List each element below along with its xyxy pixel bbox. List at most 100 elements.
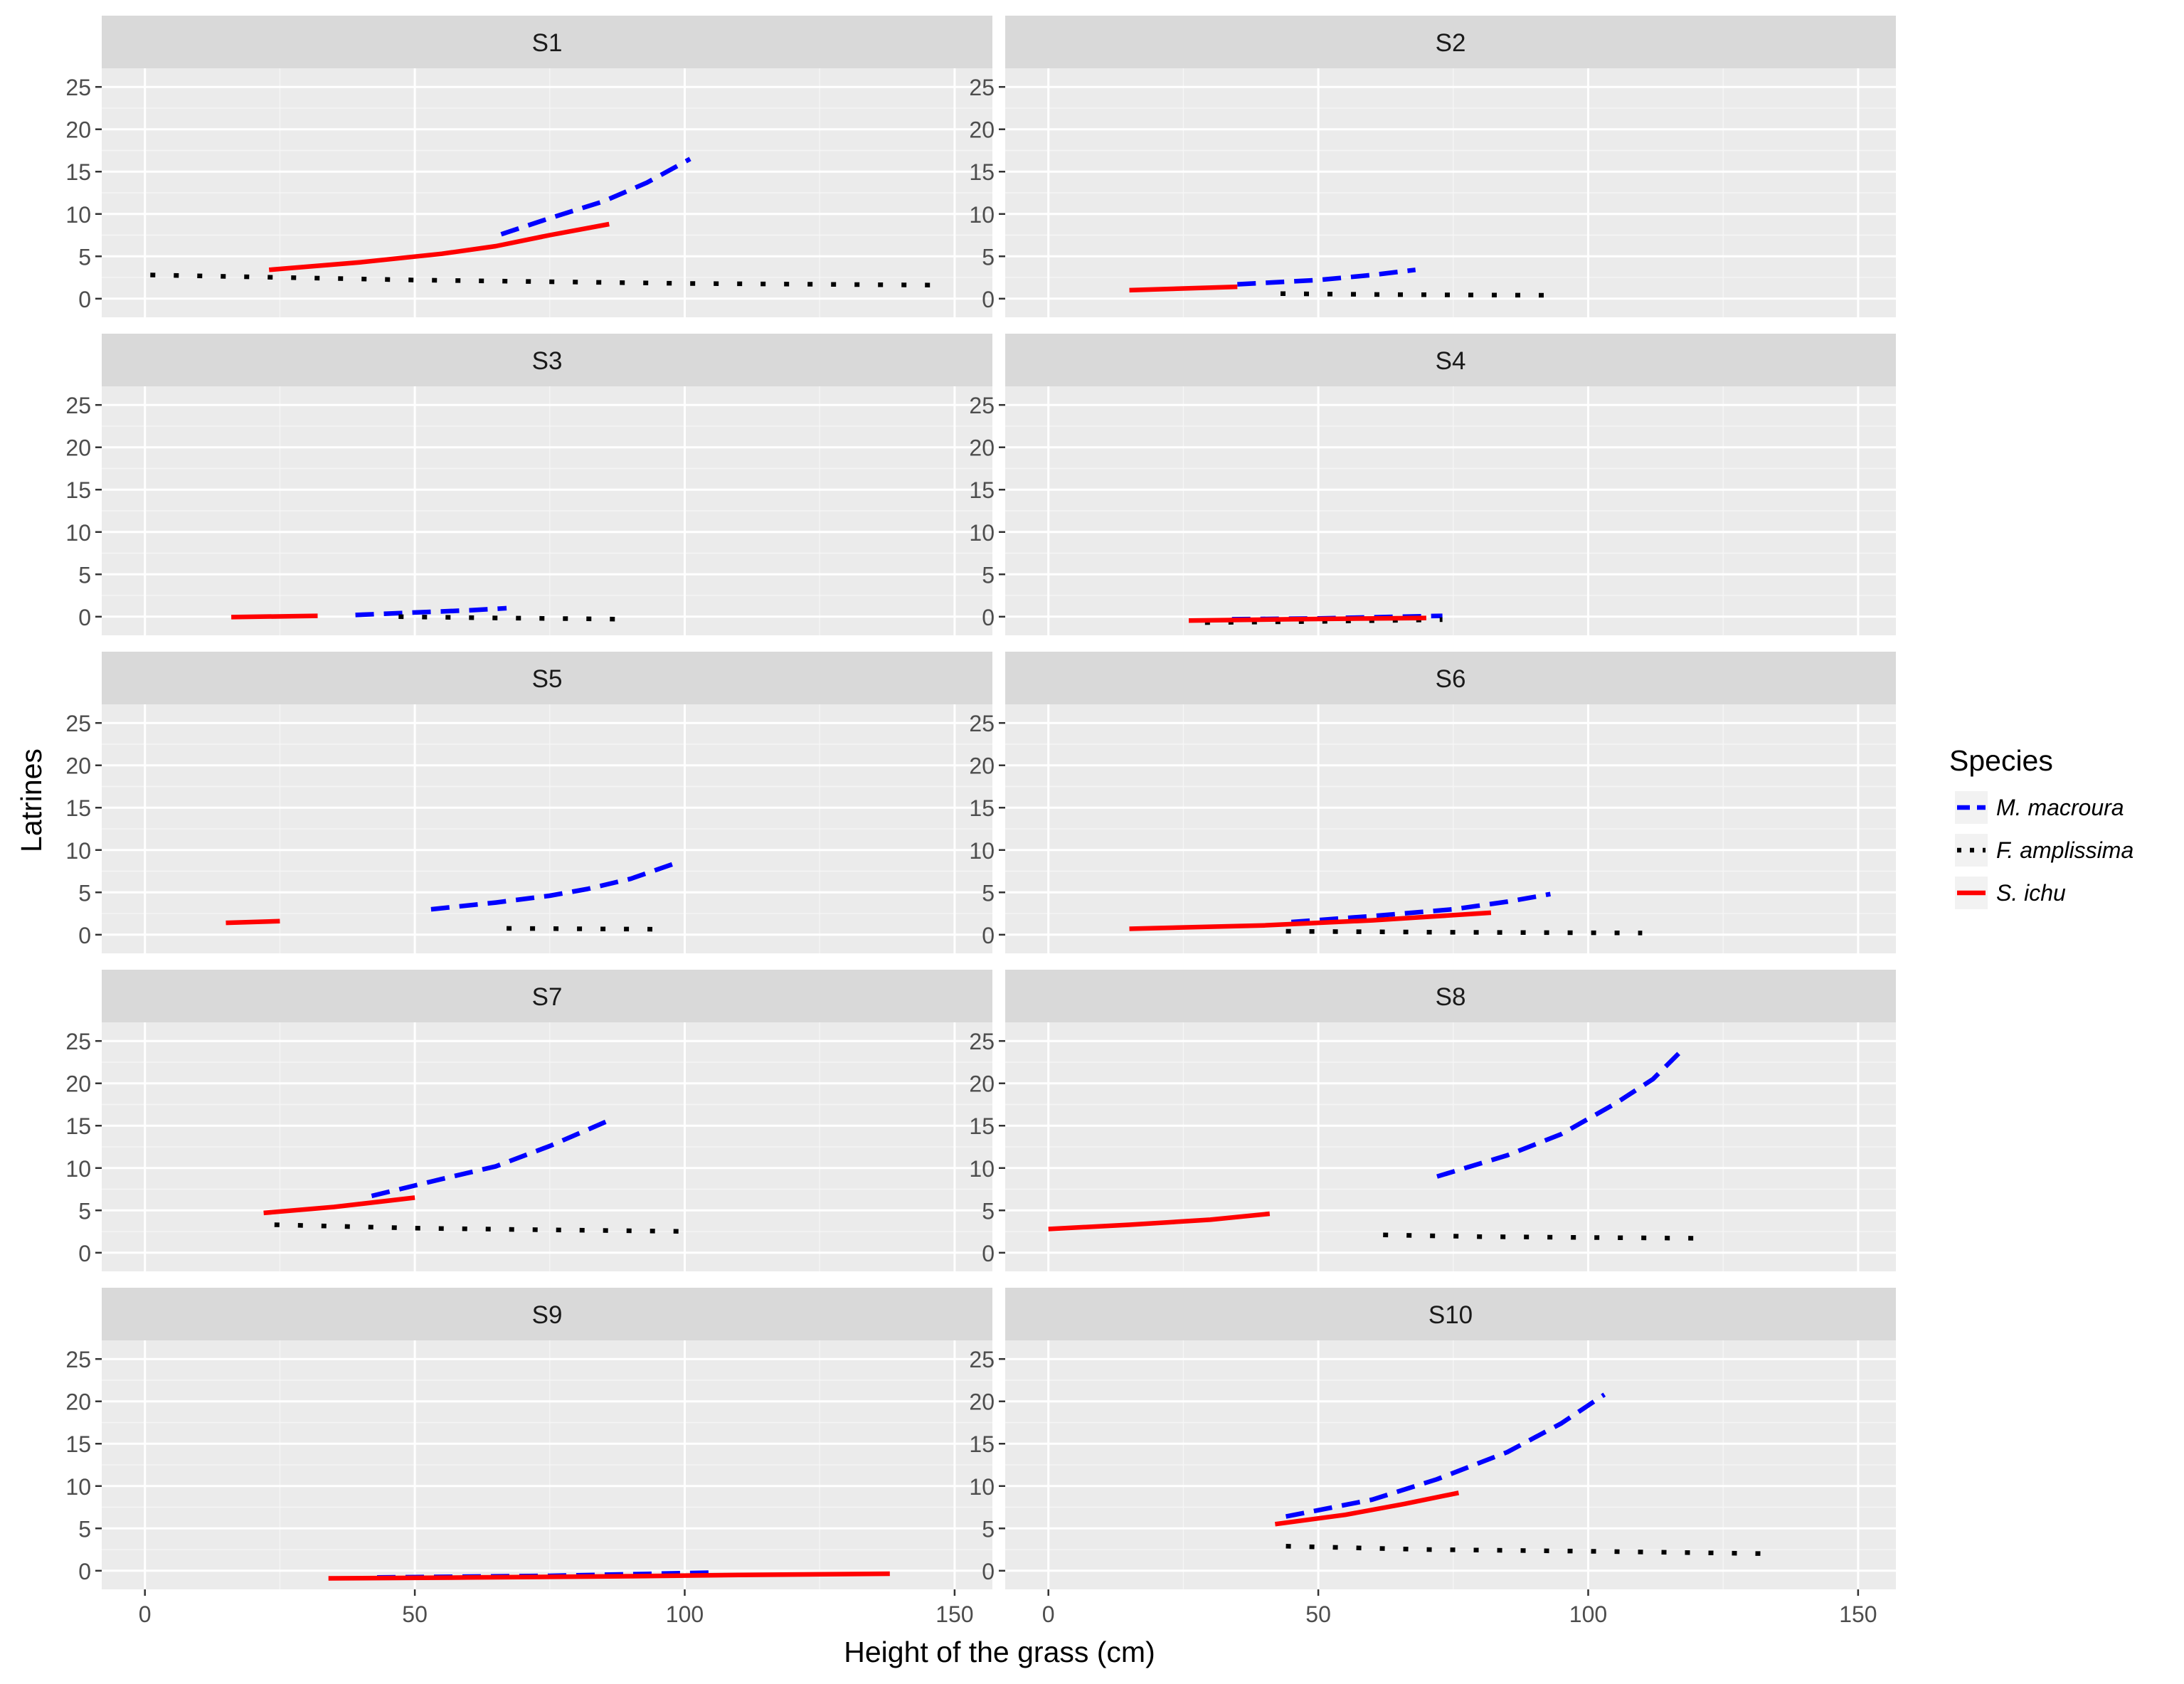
series-line-m [1237,268,1416,287]
series-line-s [1129,910,1492,931]
y-tick-label: 5 [982,244,995,270]
y-tick-label: 10 [65,1156,91,1182]
y-tick-label: 0 [78,605,91,630]
y-tick-label: 10 [65,202,91,228]
y-tick-label: 5 [982,880,995,906]
facet-strip [102,1288,992,1340]
y-tick-label: 15 [969,1431,995,1457]
x-tick-label: 150 [1839,1601,1877,1627]
y-tick-label: 5 [78,244,91,270]
y-tick-label: 20 [969,1389,995,1415]
series-line-m [430,859,680,912]
panel-s10: S10 0 5 10 15 20 25 0 50 100 150 [969,1288,1896,1627]
series-line-s [1129,284,1238,293]
panel-s8: S8 0 5 10 15 20 25 [969,970,1896,1271]
y-tick-label: 5 [78,562,91,588]
y-tick-label: 20 [969,1071,995,1097]
series-line-m [371,1116,616,1199]
series-line-m [355,605,507,618]
x-tick-label: 150 [935,1601,973,1627]
panel-s7: S7 0 5 10 15 20 25 [65,970,992,1271]
y-tick-label: 25 [65,393,91,418]
y-tick-label: 15 [65,1431,91,1457]
y-tick-label: 5 [982,1516,995,1542]
x-tick-label: 50 [402,1601,428,1627]
series-line-f [398,614,631,622]
y-tick-label: 15 [969,477,995,503]
facet-strip-label: S2 [1436,29,1466,57]
y-axis-title: Latrines [15,748,48,852]
series-line-s [1274,1490,1460,1527]
y-tick-label: 0 [78,1241,91,1266]
y-tick-label: 15 [969,159,995,185]
y-tick-label: 15 [65,159,91,185]
facet-strip [1005,334,1896,386]
y-tick-label: 0 [982,1559,995,1584]
series-line-s [263,1195,415,1216]
y-tick-label: 15 [969,1113,995,1139]
y-tick-label: 25 [969,1029,995,1054]
y-tick-label: 20 [65,117,91,143]
y-tick-label: 25 [969,75,995,100]
facet-strip-label: S7 [532,983,563,1011]
y-tick-label: 10 [65,1474,91,1500]
facet-strip [1005,1288,1896,1340]
y-tick-label: 0 [982,923,995,948]
y-tick-label: 0 [982,605,995,630]
y-tick-label: 25 [65,1347,91,1372]
legend-title: Species [1949,744,2053,777]
y-tick-label: 10 [969,202,995,228]
y-tick-label: 25 [969,711,995,736]
series-line-f [1383,1232,1707,1241]
panel-s4: S4 0 5 10 15 20 25 [969,334,1896,635]
facet-strip [102,334,992,386]
x-tick-label: 50 [1305,1601,1331,1627]
y-tick-label: 20 [969,117,995,143]
panel-s3: S3 0 5 10 15 20 25 [65,334,992,635]
series-line-m [500,157,691,237]
x-tick-label: 100 [666,1601,704,1627]
y-tick-label: 10 [65,520,91,546]
y-tick-label: 5 [78,880,91,906]
series-line-m [1436,1045,1687,1179]
facet-strip-label: S3 [532,347,563,375]
facet-strip-label: S10 [1428,1301,1473,1329]
panels-layer: S10510152025S20510152025S30510152025S405… [65,16,1896,1627]
legend-label-f: F. amplissima [1996,837,2133,863]
series-line-s [1048,1211,1271,1232]
facet-strip [1005,970,1896,1022]
y-tick-label: 10 [969,1156,995,1182]
legend-items: M. macroura F. amplissima S. ichu [1955,791,2133,909]
y-tick-label: 0 [982,287,995,312]
facet-strip-label: S1 [532,29,563,57]
x-tick-label: 0 [1042,1601,1055,1627]
y-tick-label: 10 [65,838,91,864]
y-tick-label: 15 [65,795,91,821]
y-tick-label: 25 [969,393,995,418]
panel-s1: S1 0 5 10 15 20 25 [65,16,992,317]
y-tick-label: 25 [65,711,91,736]
x-axis-title: Height of the grass (cm) [844,1636,1155,1668]
facet-strip-label: S5 [532,665,563,693]
y-tick-label: 15 [65,477,91,503]
x-tick-label: 0 [139,1601,152,1627]
facet-strip-label: S6 [1436,665,1466,693]
y-tick-label: 10 [969,838,995,864]
y-tick-label: 20 [65,435,91,461]
series-line-m [1285,1392,1606,1519]
series-line-s [1188,615,1426,623]
facet-strip-label: S4 [1436,347,1466,375]
facet-strip [102,652,992,704]
series-line-s [231,613,318,620]
y-tick-label: 10 [969,1474,995,1500]
y-tick-label: 10 [969,520,995,546]
y-tick-label: 5 [78,1516,91,1542]
y-tick-label: 25 [65,75,91,100]
y-tick-label: 0 [78,287,91,312]
facet-strip [1005,652,1896,704]
legend-label-m: M. macroura [1996,795,2124,820]
series-line-m [1290,891,1551,925]
y-tick-label: 5 [982,1198,995,1224]
